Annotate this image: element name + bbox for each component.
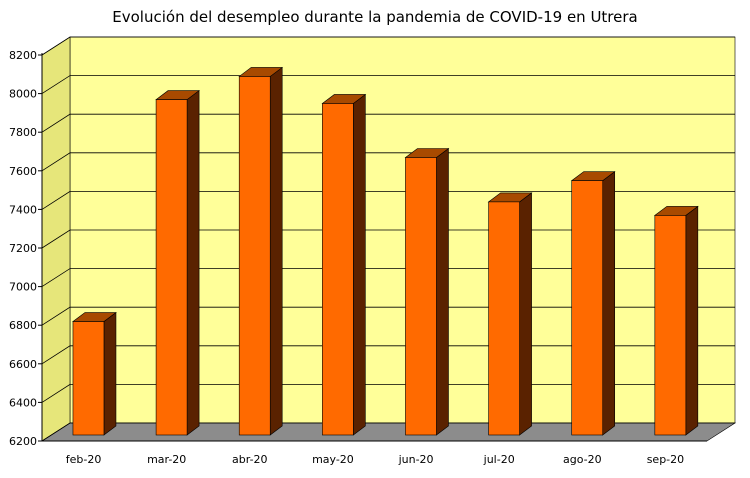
floor [40, 422, 737, 442]
bar-front [72, 321, 105, 436]
bar-front [571, 180, 604, 436]
bar-side [602, 171, 616, 436]
y-tick-label: 7200 [9, 242, 37, 255]
x-tick-label: jun-20 [398, 453, 434, 466]
axes [38, 53, 707, 442]
x-tick-label: feb-20 [66, 453, 102, 466]
bar-front [488, 201, 520, 436]
x-tick-label: abr-20 [232, 453, 268, 466]
y-tick-label: 8200 [9, 49, 37, 62]
bar-side [519, 192, 532, 436]
bar-side [685, 205, 699, 436]
bar-jul-20 [487, 192, 533, 436]
gridline [41, 113, 735, 133]
bar-mar-20 [155, 89, 200, 436]
bar-front [654, 215, 687, 436]
bar-front [322, 103, 354, 436]
y-tick-label: 7400 [9, 203, 37, 216]
x-tick-label: ago-20 [563, 453, 602, 466]
bar-side [353, 93, 366, 436]
bars [72, 66, 699, 436]
x-tick-label: may-20 [312, 453, 354, 466]
gridline [41, 36, 735, 56]
bar-side [186, 89, 200, 436]
gridline [41, 190, 735, 210]
bar-abr-20 [238, 66, 284, 436]
y-tick-label: 7800 [9, 126, 37, 139]
y-tick-label: 6200 [9, 435, 37, 448]
x-tick-labels: feb-20 mar-20 abr-20 may-20 jun-20 jul-20 ago-… [66, 453, 684, 466]
gridline [41, 75, 735, 94]
x-tick-label: mar-20 [147, 453, 186, 466]
bar-jun-20 [404, 147, 450, 436]
x-tick-label: jul-20 [483, 453, 515, 466]
y-tick-label: 8000 [9, 88, 37, 101]
y-tick-label: 6400 [9, 396, 37, 409]
chart-title: Evolución del desempleo durante la pande… [112, 8, 638, 26]
bar-side [436, 147, 449, 436]
bar-ago-20 [570, 171, 616, 436]
bar-front [405, 157, 437, 436]
bar-side [103, 311, 117, 436]
bar-sep-20 [653, 205, 699, 436]
y-tick-label: 7000 [9, 281, 37, 294]
bar-may-20 [321, 93, 367, 436]
bar-side [269, 66, 283, 436]
bar-feb-20 [72, 311, 117, 436]
bar-front [155, 99, 188, 436]
y-tick-label: 7600 [9, 165, 37, 178]
bar-front [238, 76, 271, 436]
y-tick-label: 6800 [9, 319, 37, 332]
y-tick-labels: 6200 6400 6600 6800 7000 7200 7400 7600 7800 8000… [9, 49, 37, 448]
y-tick-label: 6600 [9, 358, 37, 371]
x-tick-label: sep-20 [647, 453, 684, 466]
chart-walls [40, 36, 737, 442]
gridline [41, 152, 735, 172]
